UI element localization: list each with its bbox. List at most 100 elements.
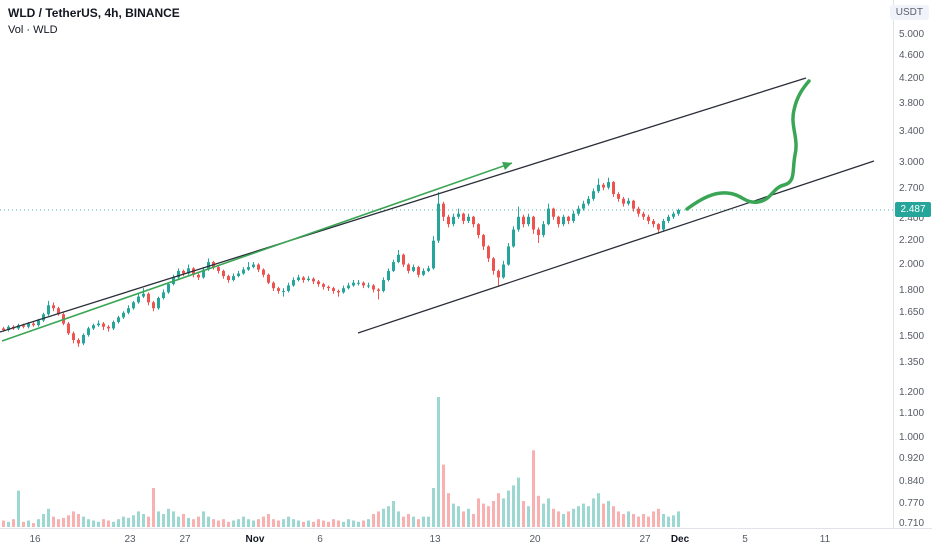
candle-body [262, 269, 265, 275]
candle-body [67, 323, 70, 334]
price-tick-label: 3.400 [899, 125, 925, 137]
volume-bar [627, 511, 630, 527]
volume-bar [657, 508, 660, 527]
candle-body [117, 317, 120, 323]
price-tick-label: 0.840 [899, 475, 925, 487]
price-tick-label: 2.400 [899, 212, 925, 224]
volume-bar [187, 517, 190, 527]
volume-bar [422, 516, 425, 527]
volume-bar [637, 516, 640, 527]
candle-body [317, 281, 320, 285]
price-tick-label: 2.200 [899, 234, 925, 246]
volume-bar [2, 520, 5, 527]
candle-body [497, 270, 500, 278]
volume-bar [267, 514, 270, 527]
time-tick-label: 27 [179, 534, 191, 545]
candle-body [417, 267, 420, 275]
price-axis[interactable]: 2.487 5.000 4.600 4.200 3.800 3.400 3.000 2.70… [893, 0, 932, 529]
candle-body [607, 182, 610, 188]
price-projection-drawing [685, 79, 811, 211]
candle-body [112, 322, 115, 329]
candle-body [582, 203, 585, 209]
volume-bar [497, 493, 500, 527]
volume-bar [392, 501, 395, 527]
candle-body [337, 290, 340, 293]
volume-bar [492, 501, 495, 527]
candle-body [302, 277, 305, 281]
volume-bar [672, 515, 675, 527]
price-tick-label: 1.650 [899, 306, 925, 318]
volume-bar [397, 511, 400, 527]
candle-body [427, 268, 430, 271]
candle-body [22, 325, 25, 327]
candle-body [322, 284, 325, 287]
volume-bar [212, 519, 215, 527]
volume-bar [107, 520, 110, 527]
candle-body [142, 293, 145, 297]
candle-body [82, 334, 85, 344]
candlestick-chart[interactable] [0, 0, 893, 528]
volume-bar [477, 498, 480, 527]
volume-bar [52, 516, 55, 527]
volume-bar [337, 520, 340, 527]
candle-body [642, 213, 645, 217]
volume-bar [377, 511, 380, 527]
candle-body [392, 262, 395, 271]
volume-bar [427, 516, 430, 527]
candle-body [162, 292, 165, 299]
candle-body [87, 328, 90, 335]
candle-body [372, 285, 375, 290]
candle-body [482, 235, 485, 247]
candle-body [137, 296, 140, 303]
price-tick-label: 0.770 [899, 497, 925, 509]
volume-bar [652, 511, 655, 527]
candle-body [547, 208, 550, 225]
candle-body [147, 293, 150, 303]
volume-bar [597, 493, 600, 527]
symbol-title[interactable]: WLD / TetherUS, 4h, BINANCE [8, 6, 180, 20]
volume-bar [77, 514, 80, 527]
volume-bar [367, 519, 370, 527]
time-axis[interactable]: 16 23 27 Nov 6 13 20 27 Dec 5 11 [0, 528, 932, 550]
candle-body [152, 302, 155, 309]
candle-body [587, 198, 590, 204]
candle-body [187, 268, 190, 274]
volume-bar [142, 514, 145, 527]
candle-body [532, 216, 535, 230]
candle-body [242, 269, 245, 274]
volume-bar [437, 397, 440, 527]
candle-body [362, 282, 365, 286]
volume-bar [47, 508, 50, 527]
volume-bar [227, 521, 230, 527]
candle-body [352, 282, 355, 286]
volume-bar [157, 511, 160, 527]
candle-body [217, 267, 220, 271]
currency-badge[interactable]: USDT [889, 5, 929, 20]
volume-bar [262, 516, 265, 527]
volume-bar [467, 508, 470, 527]
candle-body [447, 216, 450, 225]
price-tick-label: 2.000 [899, 258, 925, 270]
volume-bar [352, 520, 355, 527]
candle-body [612, 182, 615, 195]
candle-body [657, 224, 660, 230]
candle-body [92, 325, 95, 329]
candle-body [507, 246, 510, 265]
candle-body [462, 213, 465, 221]
time-tick-label: 20 [529, 534, 541, 545]
volume-bar [257, 519, 260, 527]
volume-bar [577, 506, 580, 527]
candle-body [282, 290, 285, 292]
volume-bar [92, 520, 95, 527]
volume-bar [197, 516, 200, 527]
volume-indicator-label[interactable]: Vol · WLD [8, 24, 58, 36]
candle-body [487, 246, 490, 259]
volume-bar [252, 520, 255, 527]
volume-bar [647, 516, 650, 527]
time-tick-label: Nov [245, 534, 265, 545]
volume-bar [152, 488, 155, 527]
volume-bar [12, 519, 15, 527]
price-tick-label: 1.350 [899, 357, 925, 369]
price-tick-label: 0.710 [899, 518, 925, 529]
volume-bar [242, 516, 245, 527]
